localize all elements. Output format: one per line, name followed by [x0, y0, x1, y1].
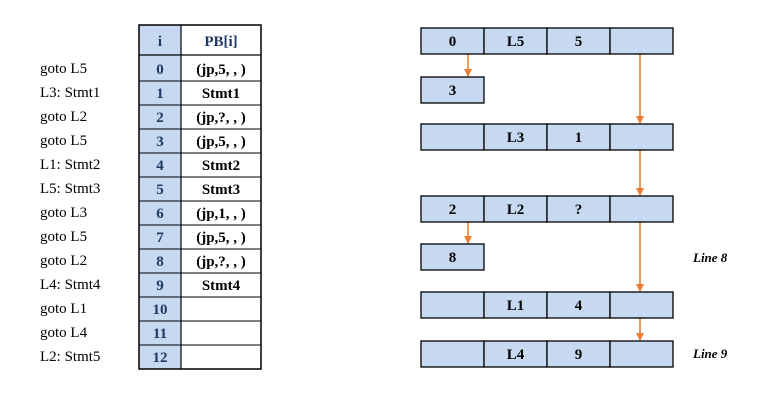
table-row-index: 10 [153, 302, 168, 318]
node-cell [609, 340, 674, 368]
table-grid [138, 24, 262, 370]
node-cell [483, 123, 548, 151]
node-cell [609, 123, 674, 151]
node-cell [609, 291, 674, 319]
label-record-node: 2 L2? [420, 195, 674, 223]
table-row-pb: (jp,?, , ) [196, 110, 246, 126]
table-row-index: 12 [153, 350, 168, 366]
index-column-header: i [158, 34, 162, 50]
table-row-pb: Stmt2 [202, 158, 240, 174]
node-cell-value: 0 [449, 34, 457, 50]
table-row-pb: Stmt4 [202, 278, 241, 294]
node-cell-value: L3 [507, 130, 525, 146]
node-cell-value: 1 [575, 130, 583, 146]
table-row-pb: Stmt1 [202, 86, 240, 102]
node-cell-value: L1 [507, 298, 525, 314]
node-cell-value: 9 [575, 347, 583, 363]
node-cell-value: L4 [507, 347, 525, 363]
node-cell-value: ? [575, 202, 583, 218]
line-9-note: Line 9 [692, 346, 728, 361]
node-cell-value: 5 [575, 34, 583, 50]
program-buffer-table: i PB[i] 0 (jp,5, , ) 1 Stmt1 2 (jp,?, , ) 3 (jp,5… [138, 24, 262, 370]
node-cell [609, 195, 674, 223]
node-cell-value: 8 [449, 250, 457, 266]
node-cell [420, 123, 485, 151]
source-line: goto L1 [40, 301, 87, 317]
source-line: goto L5 [40, 133, 87, 149]
source-line: goto L3 [40, 205, 87, 221]
table-row-pb: Stmt3 [202, 182, 240, 198]
node-cell [420, 27, 485, 55]
chain-arrows [464, 54, 644, 341]
table-row-index: 8 [156, 254, 164, 270]
source-line: L2: Stmt5 [40, 349, 100, 365]
source-line: goto L5 [40, 229, 87, 245]
label-record-node: 0 L5 5 [420, 27, 674, 55]
table-row-index: 0 [156, 62, 164, 78]
node-cell [420, 243, 485, 271]
source-line: L5: Stmt3 [40, 181, 100, 197]
node-cell [546, 123, 611, 151]
table-row-index: 3 [156, 134, 164, 150]
node-cell [420, 76, 485, 104]
line-8-note: Line 8 [692, 250, 728, 265]
table-row-index: 6 [156, 206, 164, 222]
table-row-index: 11 [153, 326, 167, 342]
source-line: goto L4 [40, 325, 88, 341]
node-cell [546, 340, 611, 368]
chain-pointer-node: 3 [420, 76, 485, 104]
node-cell [420, 195, 485, 223]
table-row-index: 5 [156, 182, 164, 198]
node-cell [546, 291, 611, 319]
source-line: goto L5 [40, 61, 87, 77]
table-row-index: 9 [156, 278, 164, 294]
source-line: L1: Stmt2 [40, 157, 100, 173]
node-cell [483, 27, 548, 55]
table-row-index: 4 [156, 158, 164, 174]
label-record-node: L4 9 [420, 340, 674, 368]
table-row-index: 1 [156, 86, 164, 102]
table-row-index: 7 [156, 230, 164, 246]
index-column-fill [139, 25, 181, 369]
node-cell [483, 291, 548, 319]
node-cell [420, 291, 485, 319]
label-record-node: L3 1 [420, 123, 674, 151]
pb-column-fill [181, 25, 261, 369]
source-code-listing: goto L5 L3: Stmt1 goto L2 goto L5 L1: Stmt2 L… [40, 61, 101, 365]
source-line: goto L2 [40, 109, 87, 125]
table-row-pb: (jp,1, , ) [196, 206, 246, 222]
pb-column-header: PB[i] [204, 34, 237, 50]
label-chain-nodes: 0 L5 5 3 L3 1 2 L2 ? 8 L1 4 L4 9 [420, 27, 674, 368]
node-cell [609, 27, 674, 55]
table-row-index: 2 [156, 110, 164, 126]
node-cell-value: L5 [507, 34, 525, 50]
node-cell [420, 340, 485, 368]
node-cell-value: 3 [449, 83, 457, 99]
table-row-pb: (jp,5, , ) [196, 134, 246, 150]
node-cell [546, 27, 611, 55]
table-row-pb: (jp,?, , ) [196, 254, 246, 270]
node-cell-value: L2 [507, 202, 525, 218]
node-cell-value: 4 [575, 298, 583, 314]
table-row-pb: (jp,5, , ) [196, 230, 246, 246]
source-line: L3: Stmt1 [40, 85, 100, 101]
chain-pointer-node: 8 [420, 243, 485, 271]
node-cell [483, 340, 548, 368]
label-record-node: L1 4 [420, 291, 674, 319]
node-cell-value: 2 [449, 202, 457, 218]
source-line: goto L2 [40, 253, 87, 269]
table-row-pb: (jp,5, , ) [196, 62, 246, 78]
source-line: L4: Stmt4 [40, 277, 101, 293]
